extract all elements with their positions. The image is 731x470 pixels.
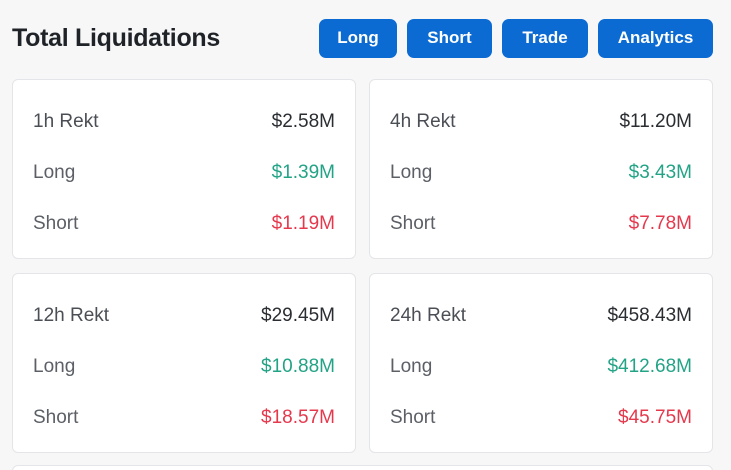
next-card-edge xyxy=(12,465,713,470)
long-value: $3.43M xyxy=(628,161,692,183)
card-total-value: $2.58M xyxy=(271,110,335,132)
trade-button[interactable]: Trade xyxy=(502,18,588,58)
page-title: Total Liquidations xyxy=(12,23,221,52)
long-label: Long xyxy=(390,161,433,183)
short-label: Short xyxy=(33,212,79,234)
card-period-label: 12h Rekt xyxy=(33,304,110,326)
short-label: Short xyxy=(390,212,436,234)
card-long-row: Long $3.43M xyxy=(390,147,692,198)
rekt-card-24h: 24h Rekt $458.43M Long $412.68M Short $4… xyxy=(369,273,713,453)
rekt-cards-grid: 1h Rekt $2.58M Long $1.39M Short $1.19M … xyxy=(12,79,713,453)
short-value: $18.57M xyxy=(261,406,335,428)
card-total-value: $29.45M xyxy=(261,304,335,326)
card-period-label: 4h Rekt xyxy=(390,110,456,132)
card-long-row: Long $1.39M xyxy=(33,147,335,198)
card-short-row: Short $18.57M xyxy=(33,392,335,443)
rekt-card-1h: 1h Rekt $2.58M Long $1.39M Short $1.19M xyxy=(12,79,356,259)
card-long-row: Long $412.68M xyxy=(390,341,692,392)
card-period-label: 24h Rekt xyxy=(390,304,467,326)
long-value: $10.88M xyxy=(261,355,335,377)
card-total-value: $458.43M xyxy=(607,304,692,326)
long-value: $1.39M xyxy=(271,161,335,183)
rekt-card-4h: 4h Rekt $11.20M Long $3.43M Short $7.78M xyxy=(369,79,713,259)
card-short-row: Short $7.78M xyxy=(390,198,692,249)
card-total-value: $11.20M xyxy=(619,110,692,132)
long-label: Long xyxy=(33,161,76,183)
header: Total Liquidations Long Short Trade Anal… xyxy=(12,18,713,58)
analytics-button[interactable]: Analytics xyxy=(598,18,713,58)
long-button[interactable]: Long xyxy=(319,18,397,58)
short-label: Short xyxy=(390,406,436,428)
short-button[interactable]: Short xyxy=(407,18,492,58)
action-buttons: Long Short Trade Analytics xyxy=(319,18,713,58)
card-total-row: 24h Rekt $458.43M xyxy=(390,290,692,341)
card-period-label: 1h Rekt xyxy=(33,110,99,132)
card-long-row: Long $10.88M xyxy=(33,341,335,392)
card-short-row: Short $45.75M xyxy=(390,392,692,443)
short-value: $1.19M xyxy=(271,212,335,234)
rekt-card-12h: 12h Rekt $29.45M Long $10.88M Short $18.… xyxy=(12,273,356,453)
short-label: Short xyxy=(33,406,79,428)
short-value: $45.75M xyxy=(618,406,692,428)
short-value: $7.78M xyxy=(628,212,692,234)
card-total-row: 4h Rekt $11.20M xyxy=(390,96,692,147)
card-total-row: 1h Rekt $2.58M xyxy=(33,96,335,147)
long-value: $412.68M xyxy=(607,355,692,377)
long-label: Long xyxy=(390,355,433,377)
card-total-row: 12h Rekt $29.45M xyxy=(33,290,335,341)
card-short-row: Short $1.19M xyxy=(33,198,335,249)
long-label: Long xyxy=(33,355,76,377)
